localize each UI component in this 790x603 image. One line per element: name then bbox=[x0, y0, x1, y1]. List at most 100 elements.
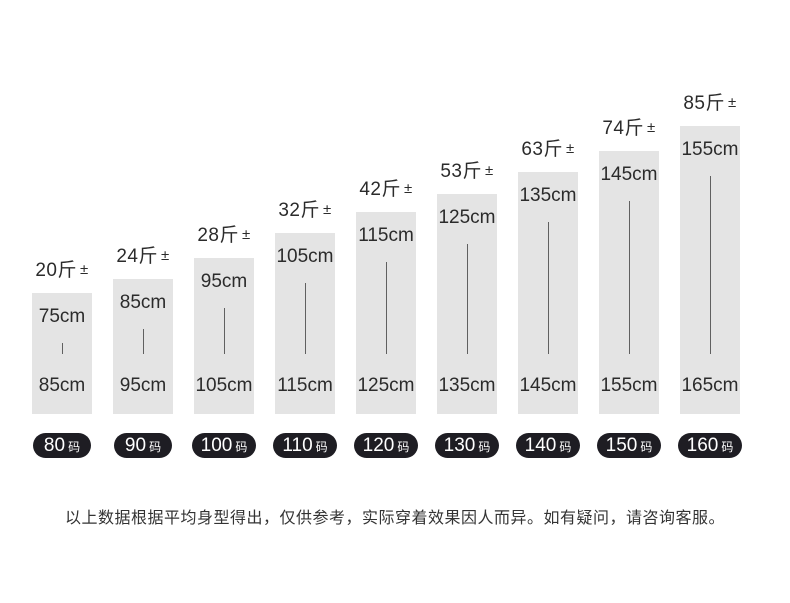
height-min-label: 115cm bbox=[358, 225, 414, 246]
size-unit: 码 bbox=[68, 440, 81, 454]
weight-value: 63斤 bbox=[521, 139, 563, 160]
size-column: 42斤 ± 115cm 125cm 120 码 bbox=[353, 174, 419, 458]
weight-label: 32斤 ± bbox=[278, 195, 331, 222]
size-bar: 125cm 135cm bbox=[437, 194, 497, 414]
weight-value: 20斤 bbox=[35, 260, 77, 281]
size-column: 63斤 ± 135cm 145cm 140 码 bbox=[515, 134, 581, 458]
size-number: 140 bbox=[524, 435, 557, 456]
size-number: 120 bbox=[362, 435, 395, 456]
size-unit: 码 bbox=[315, 440, 328, 454]
range-line-icon bbox=[547, 221, 549, 355]
weight-label: 28斤 ± bbox=[197, 220, 250, 247]
size-number: 160 bbox=[686, 435, 719, 456]
height-max-label: 95cm bbox=[119, 375, 167, 397]
size-badge: 120 码 bbox=[353, 433, 419, 458]
height-max-label: 155cm bbox=[600, 375, 658, 397]
weight-label: 74斤 ± bbox=[602, 113, 655, 140]
size-number: 100 bbox=[200, 435, 233, 456]
size-bar: 145cm 155cm bbox=[599, 151, 659, 414]
weight-value: 24斤 bbox=[116, 246, 158, 267]
weight-label: 24斤 ± bbox=[116, 241, 169, 268]
height-max-label: 105cm bbox=[195, 375, 253, 397]
size-column: 74斤 ± 145cm 155cm 150 码 bbox=[596, 113, 662, 458]
range-line-icon bbox=[61, 342, 63, 355]
size-bar: 105cm 115cm bbox=[275, 233, 335, 414]
height-min-label: 95cm bbox=[200, 271, 248, 292]
weight-label: 20斤 ± bbox=[35, 255, 88, 282]
size-column: 85斤 ± 155cm 165cm 160 码 bbox=[677, 88, 743, 458]
range-line-icon bbox=[385, 261, 387, 355]
height-min-label: 105cm bbox=[276, 246, 334, 267]
size-column: 20斤 ± 75cm 85cm 80 码 bbox=[32, 255, 92, 458]
height-min-label: 135cm bbox=[519, 185, 577, 206]
size-bar: 155cm 165cm bbox=[680, 126, 740, 414]
weight-value: 28斤 bbox=[197, 225, 239, 246]
size-badge: 130 码 bbox=[434, 433, 500, 458]
height-max-label: 125cm bbox=[357, 375, 415, 397]
size-badge: 160 码 bbox=[677, 433, 743, 458]
weight-value: 53斤 bbox=[440, 161, 482, 182]
height-min-label: 155cm bbox=[681, 139, 739, 160]
size-badge: 110 码 bbox=[273, 433, 337, 458]
weight-label: 85斤 ± bbox=[683, 88, 736, 115]
height-min-label: 75cm bbox=[38, 306, 86, 327]
height-max-label: 85cm bbox=[38, 375, 86, 397]
size-unit: 码 bbox=[149, 440, 162, 454]
size-bar: 85cm 95cm bbox=[113, 279, 173, 414]
weight-value: 85斤 bbox=[683, 93, 725, 114]
height-min-label: 145cm bbox=[600, 164, 658, 185]
range-line-icon bbox=[142, 328, 144, 355]
size-unit: 码 bbox=[235, 440, 248, 454]
size-unit: 码 bbox=[478, 440, 491, 454]
weight-label: 42斤 ± bbox=[359, 174, 412, 201]
size-number: 110 bbox=[282, 435, 313, 456]
height-max-label: 115cm bbox=[277, 375, 333, 397]
weight-value: 74斤 bbox=[602, 118, 644, 139]
range-line-icon bbox=[304, 282, 306, 355]
height-max-label: 135cm bbox=[438, 375, 496, 397]
height-min-label: 125cm bbox=[438, 207, 496, 228]
size-number: 150 bbox=[605, 435, 638, 456]
size-column: 53斤 ± 125cm 135cm 130 码 bbox=[434, 156, 500, 458]
size-columns-row: 20斤 ± 75cm 85cm 80 码 24斤 ± 85cm 95cm 90 码 28… bbox=[32, 88, 743, 458]
plus-minus-sign: ± bbox=[727, 94, 737, 111]
size-badge: 80 码 bbox=[33, 433, 91, 458]
range-line-icon bbox=[628, 200, 630, 355]
size-column: 24斤 ± 85cm 95cm 90 码 bbox=[113, 241, 173, 458]
height-max-label: 165cm bbox=[681, 375, 739, 397]
weight-value: 32斤 bbox=[278, 200, 320, 221]
size-column: 28斤 ± 95cm 105cm 100 码 bbox=[191, 220, 257, 458]
size-bar: 75cm 85cm bbox=[32, 293, 92, 414]
size-bar: 95cm 105cm bbox=[194, 258, 254, 414]
weight-label: 63斤 ± bbox=[521, 134, 574, 161]
plus-minus-sign: ± bbox=[160, 247, 170, 264]
size-unit: 码 bbox=[721, 440, 734, 454]
size-badge: 90 码 bbox=[114, 433, 172, 458]
plus-minus-sign: ± bbox=[484, 162, 494, 179]
range-line-icon bbox=[223, 307, 225, 355]
plus-minus-sign: ± bbox=[322, 201, 332, 218]
plus-minus-sign: ± bbox=[646, 119, 656, 136]
size-number: 130 bbox=[443, 435, 476, 456]
size-unit: 码 bbox=[559, 440, 572, 454]
size-number: 80 bbox=[43, 435, 66, 456]
plus-minus-sign: ± bbox=[565, 140, 575, 157]
height-max-label: 145cm bbox=[519, 375, 577, 397]
range-line-icon bbox=[466, 243, 468, 355]
plus-minus-sign: ± bbox=[79, 261, 89, 278]
disclaimer-note: 以上数据根据平均身型得出，仅供参考，实际穿着效果因人而异。如有疑问，请咨询客服。 bbox=[64, 510, 725, 527]
size-unit: 码 bbox=[640, 440, 653, 454]
plus-minus-sign: ± bbox=[403, 180, 413, 197]
plus-minus-sign: ± bbox=[241, 226, 251, 243]
size-number: 90 bbox=[124, 435, 147, 456]
size-unit: 码 bbox=[397, 440, 410, 454]
range-line-icon bbox=[709, 175, 711, 355]
size-badge: 100 码 bbox=[191, 433, 257, 458]
weight-value: 42斤 bbox=[359, 179, 401, 200]
size-bar: 115cm 125cm bbox=[356, 212, 416, 414]
size-badge: 140 码 bbox=[515, 433, 581, 458]
weight-label: 53斤 ± bbox=[440, 156, 493, 183]
height-min-label: 85cm bbox=[119, 292, 167, 313]
size-bar: 135cm 145cm bbox=[518, 172, 578, 414]
